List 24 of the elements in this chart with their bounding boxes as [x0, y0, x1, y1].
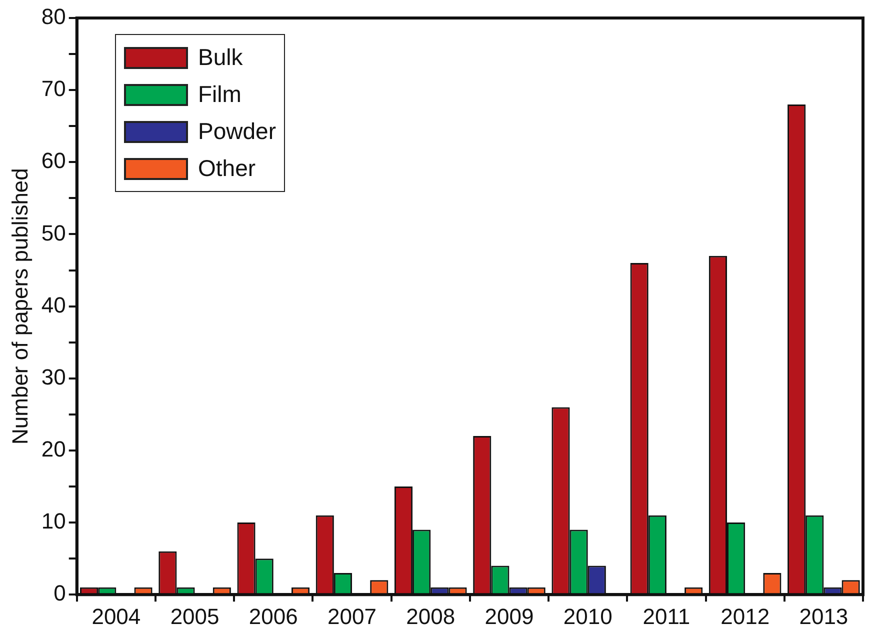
y-tick-label: 10 — [41, 508, 66, 534]
y-tick-label: 20 — [41, 436, 66, 462]
x-tick-label: 2010 — [563, 604, 612, 629]
legend-label: Other — [198, 155, 256, 182]
y-tick-label: 60 — [41, 148, 66, 174]
x-tick-label: 2013 — [799, 604, 848, 629]
legend-label: Film — [198, 81, 242, 108]
y-tick-label: 70 — [41, 76, 66, 102]
x-tick-label: 2012 — [720, 604, 770, 629]
x-tick-label: 2005 — [170, 604, 220, 629]
y-tick-label: 80 — [41, 4, 66, 30]
x-tick-label: 2009 — [484, 604, 534, 629]
x-tick-label: 2007 — [328, 604, 376, 629]
y-tick-label: 0 — [54, 580, 66, 606]
x-tick-label: 2006 — [248, 604, 298, 629]
y-axis-title: Number of papers published — [7, 168, 32, 444]
x-tick-label: 2011 — [642, 604, 690, 629]
x-tick-label: 2008 — [406, 604, 456, 629]
legend-label: Powder — [198, 118, 276, 145]
x-tick-label: 2004 — [92, 604, 141, 629]
y-tick-label: 40 — [41, 292, 66, 318]
legend-label: Bulk — [198, 44, 243, 71]
y-tick-label: 30 — [41, 364, 66, 390]
y-tick-label: 50 — [41, 220, 66, 246]
